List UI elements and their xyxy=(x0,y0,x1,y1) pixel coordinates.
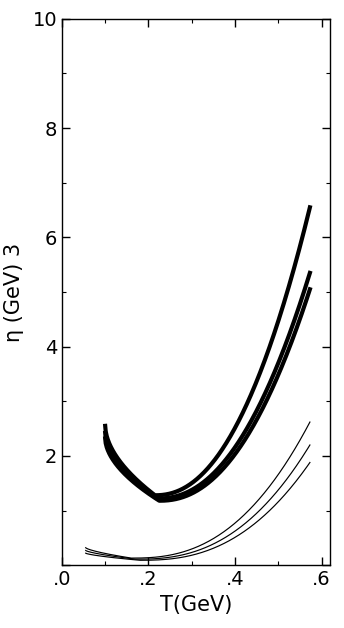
Y-axis label: η (GeV) 3: η (GeV) 3 xyxy=(4,242,24,342)
X-axis label: T(GeV): T(GeV) xyxy=(160,595,232,615)
